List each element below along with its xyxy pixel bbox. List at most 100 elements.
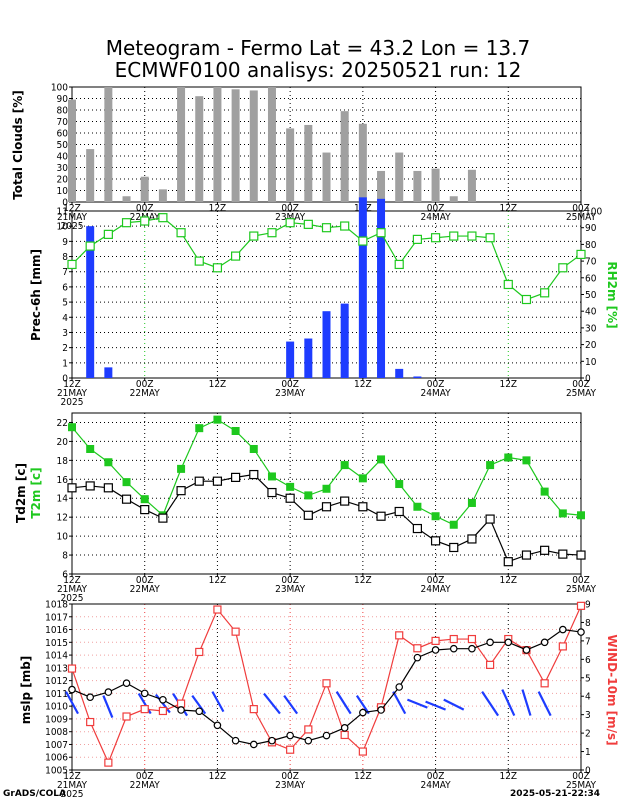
y-tick-label: 0 (62, 198, 68, 209)
wind-barb (521, 689, 532, 716)
mslp-point (140, 689, 149, 698)
rh-point (249, 231, 259, 241)
y-tick-label-right: 9 (585, 600, 591, 611)
cloud-bar (358, 123, 367, 202)
precip-bar (304, 338, 313, 378)
td2m-point (576, 550, 586, 560)
x-tick-label: 12Z (499, 203, 517, 214)
x-tick-label: 12Z (209, 379, 227, 390)
wind-point (158, 706, 167, 716)
t2m-point (86, 444, 95, 453)
t2m-point (540, 487, 549, 496)
mslp-point (377, 706, 385, 714)
plot-frame (71, 412, 582, 575)
panel-4: 1005100610071008100910101011101210131014… (19, 600, 618, 800)
wind-point (122, 712, 131, 721)
x-tick-year: 2025 (61, 593, 84, 604)
x-tick-date: 22MAY (130, 780, 161, 791)
x-tick-label: 00Z (572, 771, 590, 782)
y-tick-label: 10 (57, 222, 69, 233)
wind-point (286, 745, 295, 754)
cloud-bar (104, 87, 113, 202)
y-tick-label-right: 5 (585, 673, 591, 684)
y-tick-label: 4 (62, 313, 68, 324)
wind-barb (211, 691, 225, 713)
x-tick-label: 00Z (136, 575, 154, 586)
mslp-point (413, 653, 422, 662)
rh-point (558, 263, 568, 273)
td2m-point (194, 476, 204, 486)
mslp-point (195, 707, 204, 716)
x-tick-label: 00Z (281, 771, 299, 782)
y-tick-label: 1013 (45, 663, 68, 674)
y-tick-label: 1015 (45, 638, 68, 649)
panels: 010203040506070809010012Z21MAY202500Z22M… (11, 83, 618, 800)
cloud-bar (122, 196, 131, 202)
y-tick-label-right: 90 (585, 223, 597, 234)
cloud-bar (140, 176, 149, 202)
title-line2: ECMWF0100 analisys: 20250521 run: 12 (115, 58, 522, 82)
mslp-point (249, 740, 258, 749)
x-tick-label: 12Z (499, 379, 517, 390)
td2m-point (321, 502, 332, 512)
wind-point (104, 758, 113, 767)
rh-point (576, 249, 586, 260)
td2m-point (303, 510, 313, 520)
td2m-point (449, 542, 459, 553)
y-tick-label-right: 6 (585, 655, 591, 666)
y-tick-label-right: 100 (585, 207, 602, 218)
precip-bar (358, 197, 367, 378)
wind-barb (263, 692, 281, 715)
x-tick-date: 21MAY (57, 388, 88, 399)
x-tick-date: 24MAY (421, 212, 452, 223)
cloud-bar (286, 128, 295, 202)
t2m-point (304, 491, 313, 500)
y-tick-label: 1005 (45, 766, 68, 777)
y-tick-label: 80 (57, 106, 69, 117)
y-tick-label-right: 60 (585, 273, 597, 284)
y-tick-label: 20 (57, 175, 69, 186)
rh-point (485, 233, 495, 243)
td2m-point (267, 487, 277, 498)
x-tick-date: 23MAY (275, 388, 306, 399)
mslp-point (122, 679, 131, 687)
mslp-point (468, 644, 476, 653)
x-tick-label: 00Z (136, 771, 154, 782)
rh-point (67, 259, 77, 270)
y-tick-label: 9 (62, 237, 68, 248)
td2m-point (103, 483, 113, 493)
cloud-bar (304, 124, 313, 202)
y-tick-label: 90 (57, 94, 69, 105)
td2m-point (394, 506, 404, 517)
td2m-point (67, 483, 77, 493)
mslp-point (159, 695, 167, 704)
wind-barb (501, 689, 516, 717)
t2m-point (249, 444, 258, 453)
rh-point (85, 241, 95, 251)
wind-barb (425, 700, 446, 711)
td2m-point (430, 536, 441, 546)
x-tick-label: 12Z (209, 203, 227, 214)
t2m-point (286, 482, 295, 491)
cloud-bar (431, 168, 440, 202)
t2m-point (486, 461, 495, 470)
wind-point (67, 664, 77, 673)
mslp-point (522, 646, 531, 654)
x-tick-year: 2025 (61, 397, 84, 408)
x-tick-date: 21MAY (57, 584, 88, 595)
mslp-point (268, 736, 276, 745)
rh-point (158, 213, 168, 223)
wind-barb (355, 694, 370, 715)
td2m-point (231, 472, 241, 482)
mslp-point (340, 724, 349, 732)
cloud-bar (68, 99, 76, 202)
y-tick-label: 8 (62, 252, 68, 263)
mslp-point (286, 731, 294, 740)
cloud-bar (158, 189, 167, 202)
x-tick-label: 00Z (136, 379, 154, 390)
y-tick-label-right: 8 (585, 618, 591, 629)
y-tick-label-right: 1 (585, 747, 591, 758)
t2m-point (213, 415, 222, 424)
rh-point (449, 231, 459, 241)
precip-bar (286, 341, 295, 378)
